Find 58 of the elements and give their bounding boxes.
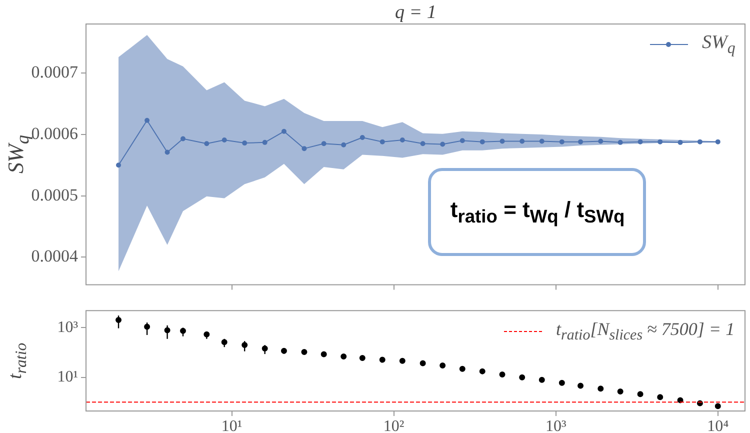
point	[559, 139, 564, 144]
point	[360, 135, 365, 140]
point	[499, 372, 506, 378]
point	[242, 140, 248, 146]
point	[697, 139, 702, 144]
point	[281, 128, 286, 134]
point	[222, 137, 227, 142]
point	[598, 386, 604, 392]
point	[678, 140, 683, 145]
annotation: t$_{ratio}$ = t$_{Wq}$ / t$_{SWq}$	[450, 196, 625, 228]
y-tick-label: 10¹	[57, 368, 78, 386]
y-tick-label: 0.0004	[31, 246, 78, 266]
point	[302, 146, 307, 152]
point	[558, 380, 565, 386]
point	[657, 394, 664, 400]
point	[480, 139, 485, 144]
x-tick-label: 10¹	[221, 418, 242, 433]
point	[578, 139, 584, 144]
point	[420, 141, 426, 146]
legend-label: t$_{ratio}$[N$_{slices}$ ≈ 7500] = 1	[556, 318, 735, 344]
point	[341, 142, 346, 148]
point	[420, 360, 426, 366]
point	[440, 142, 446, 147]
point	[262, 140, 268, 145]
point	[539, 138, 544, 144]
point	[598, 138, 604, 144]
point	[479, 368, 486, 374]
point	[460, 138, 465, 144]
point	[380, 139, 385, 144]
point	[658, 139, 663, 144]
point	[379, 356, 386, 363]
x-tick-label: 10²	[383, 418, 404, 433]
point	[440, 362, 446, 369]
point	[399, 358, 406, 364]
point	[144, 118, 150, 123]
point	[321, 141, 326, 146]
point	[320, 351, 327, 358]
legend-label: SW$_{q}$	[702, 32, 736, 58]
y-tick-label: 0.0007	[31, 62, 78, 82]
point	[359, 355, 366, 362]
x-tick-label: 10³	[545, 418, 566, 433]
y-tick-label: 0.0006	[31, 124, 78, 143]
x-tick-label: 10⁴	[707, 418, 730, 433]
point	[578, 382, 584, 389]
point	[538, 376, 545, 383]
chart-title: q = 1	[395, 2, 436, 24]
point	[637, 391, 644, 398]
point	[618, 140, 623, 145]
point	[638, 139, 643, 144]
point	[340, 354, 347, 360]
point	[400, 137, 405, 142]
point	[519, 374, 526, 380]
point	[500, 138, 505, 144]
point	[617, 388, 624, 394]
y-tick-label: 0.0005	[31, 185, 78, 204]
point	[459, 366, 466, 372]
point	[520, 138, 525, 144]
y-tick-label: 10³	[57, 318, 78, 336]
